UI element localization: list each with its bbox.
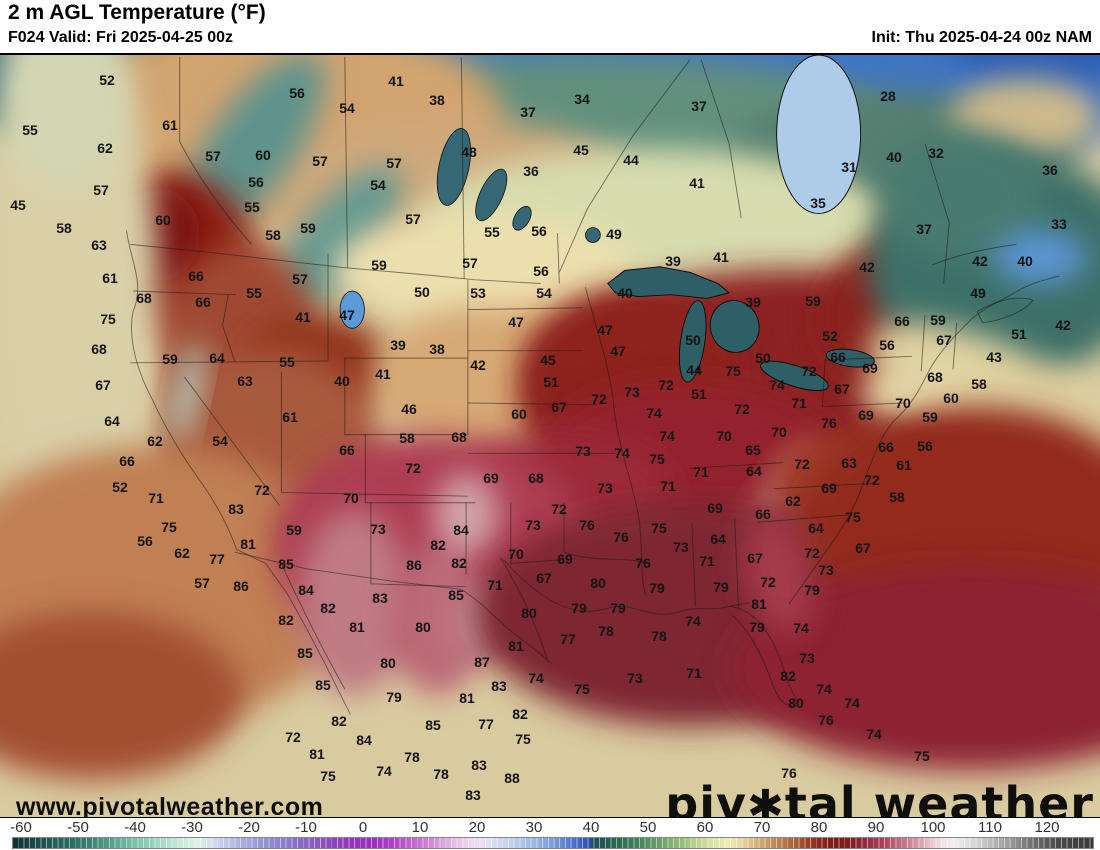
- colorbar-tick: 100: [920, 819, 946, 836]
- colorbar-tick: -20: [238, 819, 260, 836]
- temperature-field: [0, 55, 1100, 780]
- colorbar-tick: 110: [978, 819, 1002, 836]
- init-time: Init: Thu 2025-04-24 00z NAM: [871, 29, 1093, 46]
- colorbar-tick: 90: [867, 819, 885, 836]
- colorbar-tick: -40: [124, 819, 146, 836]
- logo-text-piv: piv: [665, 777, 747, 818]
- colorbar-tick: -30: [181, 819, 203, 836]
- valid-time: F024 Valid: Fri 2025-04-25 00z: [8, 29, 234, 46]
- logo-flower-icon: ✱: [746, 781, 785, 818]
- colorbar-tick: -10: [295, 819, 317, 836]
- colorbar-tick: 50: [639, 819, 657, 836]
- colorbar: -60 -50 -40 -30 -20 -10 0 10 20 30 40 50 60 70 80 90 100…: [0, 818, 1100, 850]
- colorbar-tick: 10: [411, 819, 429, 836]
- colorbar-tick: 80: [810, 819, 828, 836]
- colorbar-tick: -60: [10, 819, 32, 836]
- map-area: www.pivotalweather.com piv✱tal weather 5…: [0, 53, 1100, 818]
- colorbar-tick: -50: [67, 819, 89, 836]
- colorbar-tick: 70: [753, 819, 771, 836]
- colorbar-tick: 0: [358, 819, 368, 836]
- colorbar-tick: 20: [468, 819, 486, 836]
- colorbar-strip: [12, 837, 1094, 849]
- watermark: www.pivotalweather.com: [16, 793, 324, 818]
- pivotal-weather-logo: piv✱tal weather: [665, 781, 1094, 818]
- colorbar-cells: [13, 838, 1093, 848]
- colorbar-tick: 60: [696, 819, 714, 836]
- colorbar-tick: 120: [1034, 819, 1060, 836]
- logo-text-tal-weather: tal weather: [784, 777, 1094, 818]
- header: 2 m AGL Temperature (°F) F024 Valid: Fri…: [0, 0, 1100, 53]
- colorbar-tick: 40: [582, 819, 600, 836]
- colorbar-tick: 30: [525, 819, 543, 836]
- map-title: 2 m AGL Temperature (°F): [8, 1, 266, 24]
